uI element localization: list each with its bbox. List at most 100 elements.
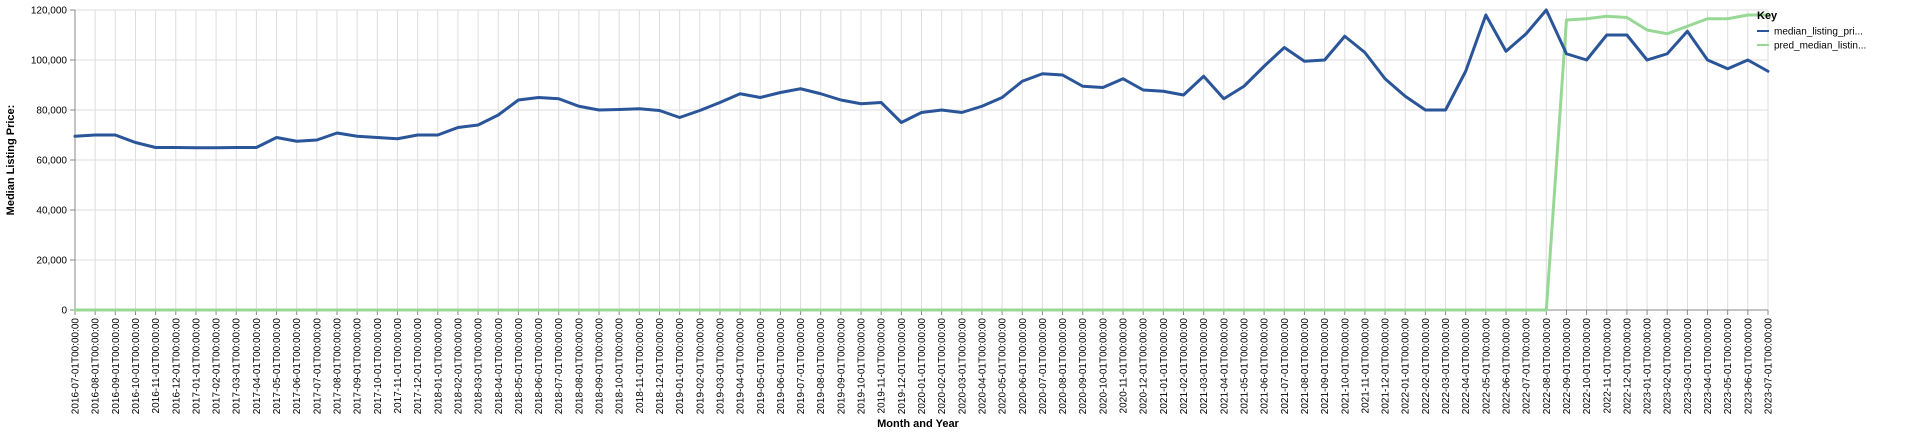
gridlines: [74, 9, 1769, 311]
x-axis: 2016-07-01T00:00:00 2016-08-01T00:00:00 20…: [71, 309, 1775, 415]
x-tick-label: 2022-12-01T00:00:00: [1622, 318, 1633, 415]
x-tick-label: 2023-06-01T00:00:00: [1743, 318, 1754, 415]
x-tick-label: 2017-12-01T00:00:00: [413, 318, 424, 415]
x-tick-label: 2016-08-01T00:00:00: [91, 318, 102, 415]
x-tick-label: 2019-09-01T00:00:00: [836, 318, 847, 415]
x-tick-label: 2016-11-01T00:00:00: [151, 318, 162, 414]
x-tick-label: 2017-04-01T00:00:00: [252, 318, 263, 415]
x-tick-label: 2019-02-01T00:00:00: [695, 318, 706, 415]
x-tick-label: 2021-06-01T00:00:00: [1260, 318, 1271, 415]
x-tick-label: 2018-08-01T00:00:00: [574, 318, 585, 415]
x-tick-label: 2016-12-01T00:00:00: [171, 318, 182, 415]
x-tick-label: 2018-07-01T00:00:00: [554, 318, 565, 415]
y-tick-label: 20,000: [36, 256, 67, 267]
x-tick-label: 2020-11-01T00:00:00: [1119, 318, 1130, 414]
x-tick-label: 2017-07-01T00:00:00: [312, 318, 323, 415]
x-tick-label: 2020-01-01T00:00:00: [917, 318, 928, 415]
x-tick-label: 2022-10-01T00:00:00: [1582, 318, 1593, 415]
x-tick-label: 2016-09-01T00:00:00: [111, 318, 122, 415]
x-tick-label: 2019-11-01T00:00:00: [877, 318, 888, 414]
x-tick-label: 2020-10-01T00:00:00: [1098, 318, 1109, 415]
x-tick-label: 2023-05-01T00:00:00: [1723, 318, 1734, 415]
x-tick-label: 2017-08-01T00:00:00: [333, 318, 344, 415]
x-tick-label: 2020-09-01T00:00:00: [1078, 318, 1089, 415]
x-tick-label: 2022-05-01T00:00:00: [1481, 318, 1492, 415]
y-axis: 0 20,000 40,000 60,000 80,000 100,000 120,000: [31, 6, 76, 317]
x-tick-label: 2022-07-01T00:00:00: [1522, 318, 1533, 415]
x-tick-label: 2023-02-01T00:00:00: [1663, 318, 1674, 415]
x-tick-label: 2023-01-01T00:00:00: [1643, 318, 1654, 415]
x-tick-label: 2022-03-01T00:00:00: [1441, 318, 1452, 415]
x-tick-label: 2021-12-01T00:00:00: [1381, 318, 1392, 415]
x-tick-label: 2022-04-01T00:00:00: [1461, 318, 1472, 415]
y-tick-label: 120,000: [31, 6, 68, 17]
x-tick-label: 2020-06-01T00:00:00: [1018, 318, 1029, 415]
x-tick-label: 2019-12-01T00:00:00: [897, 318, 908, 415]
y-tick-label: 0: [61, 306, 67, 317]
x-tick-label: 2022-02-01T00:00:00: [1421, 318, 1432, 415]
x-tick-label: 2018-06-01T00:00:00: [534, 318, 545, 415]
x-tick-label: 2018-04-01T00:00:00: [494, 318, 505, 415]
x-tick-label: 2021-10-01T00:00:00: [1340, 318, 1351, 415]
y-tick-label: 100,000: [31, 56, 68, 67]
x-tick-label: 2021-02-01T00:00:00: [1179, 318, 1190, 415]
x-tick-label: 2023-07-01T00:00:00: [1764, 318, 1775, 415]
series-lines: [73, 8, 1770, 312]
x-tick-label: 2021-07-01T00:00:00: [1280, 318, 1291, 415]
x-tick-label: 2022-08-01T00:00:00: [1542, 318, 1553, 415]
legend-label: pred_median_listin...: [1774, 41, 1866, 52]
y-axis-title: Median Listing Price:: [5, 105, 17, 216]
x-tick-label: 2018-11-01T00:00:00: [635, 318, 646, 414]
x-tick-label: 2023-03-01T00:00:00: [1683, 318, 1694, 415]
x-tick-label: 2019-07-01T00:00:00: [796, 318, 807, 415]
x-tick-label: 2021-05-01T00:00:00: [1239, 318, 1250, 415]
x-tick-label: 2022-06-01T00:00:00: [1501, 318, 1512, 415]
x-tick-label: 2022-11-01T00:00:00: [1602, 318, 1613, 414]
legend-label: median_listing_pri...: [1774, 27, 1863, 38]
x-axis-title: Month and Year: [877, 418, 959, 430]
x-tick-label: 2020-05-01T00:00:00: [998, 318, 1009, 415]
x-tick-label: 2019-08-01T00:00:00: [816, 318, 827, 415]
x-tick-label: 2022-01-01T00:00:00: [1401, 318, 1412, 415]
x-tick-label: 2018-09-01T00:00:00: [595, 318, 606, 415]
x-tick-label: 2017-01-01T00:00:00: [191, 318, 202, 415]
x-tick-label: 2020-04-01T00:00:00: [977, 318, 988, 415]
x-tick-label: 2019-01-01T00:00:00: [675, 318, 686, 415]
x-tick-label: 2017-05-01T00:00:00: [272, 318, 283, 415]
x-tick-label: 2021-03-01T00:00:00: [1199, 318, 1210, 415]
x-tick-label: 2018-01-01T00:00:00: [433, 318, 444, 415]
x-tick-label: 2021-08-01T00:00:00: [1300, 318, 1311, 415]
x-tick-label: 2020-08-01T00:00:00: [1058, 318, 1069, 415]
x-tick-label: 2023-04-01T00:00:00: [1703, 318, 1714, 415]
x-tick-label: 2019-03-01T00:00:00: [715, 318, 726, 415]
x-tick-label: 2018-05-01T00:00:00: [514, 318, 525, 415]
x-tick-label: 2021-04-01T00:00:00: [1219, 318, 1230, 415]
x-tick-label: 2020-07-01T00:00:00: [1038, 318, 1049, 415]
x-tick-label: 2020-02-01T00:00:00: [937, 318, 948, 415]
x-tick-label: 2018-02-01T00:00:00: [453, 318, 464, 415]
x-tick-label: 2016-10-01T00:00:00: [131, 318, 142, 415]
x-tick-label: 2016-07-01T00:00:00: [71, 318, 82, 415]
y-tick-label: 80,000: [36, 106, 67, 117]
x-tick-label: 2020-12-01T00:00:00: [1139, 318, 1150, 415]
x-tick-label: 2022-09-01T00:00:00: [1562, 318, 1573, 415]
x-tick-label: 2017-03-01T00:00:00: [232, 318, 243, 415]
series-line-median-listing-price: [73, 8, 1770, 150]
x-tick-label: 2019-10-01T00:00:00: [857, 318, 868, 415]
y-tick-label: 60,000: [36, 156, 67, 167]
x-tick-label: 2018-10-01T00:00:00: [615, 318, 626, 415]
x-tick-label: 2018-03-01T00:00:00: [474, 318, 485, 415]
x-tick-label: 2017-10-01T00:00:00: [373, 318, 384, 415]
x-tick-label: 2017-11-01T00:00:00: [393, 318, 404, 414]
x-tick-label: 2019-05-01T00:00:00: [756, 318, 767, 415]
x-tick-label: 2021-01-01T00:00:00: [1159, 318, 1170, 415]
legend: Key median_listing_pri... pred_median_lis…: [1757, 10, 1866, 52]
x-tick-label: 2017-09-01T00:00:00: [353, 318, 364, 415]
legend-title: Key: [1757, 10, 1778, 22]
x-tick-label: 2019-06-01T00:00:00: [776, 318, 787, 415]
x-tick-label: 2021-09-01T00:00:00: [1320, 318, 1331, 415]
x-tick-label: 2019-04-01T00:00:00: [736, 318, 747, 415]
x-tick-label: 2017-06-01T00:00:00: [292, 318, 303, 415]
x-tick-label: 2020-03-01T00:00:00: [957, 318, 968, 415]
